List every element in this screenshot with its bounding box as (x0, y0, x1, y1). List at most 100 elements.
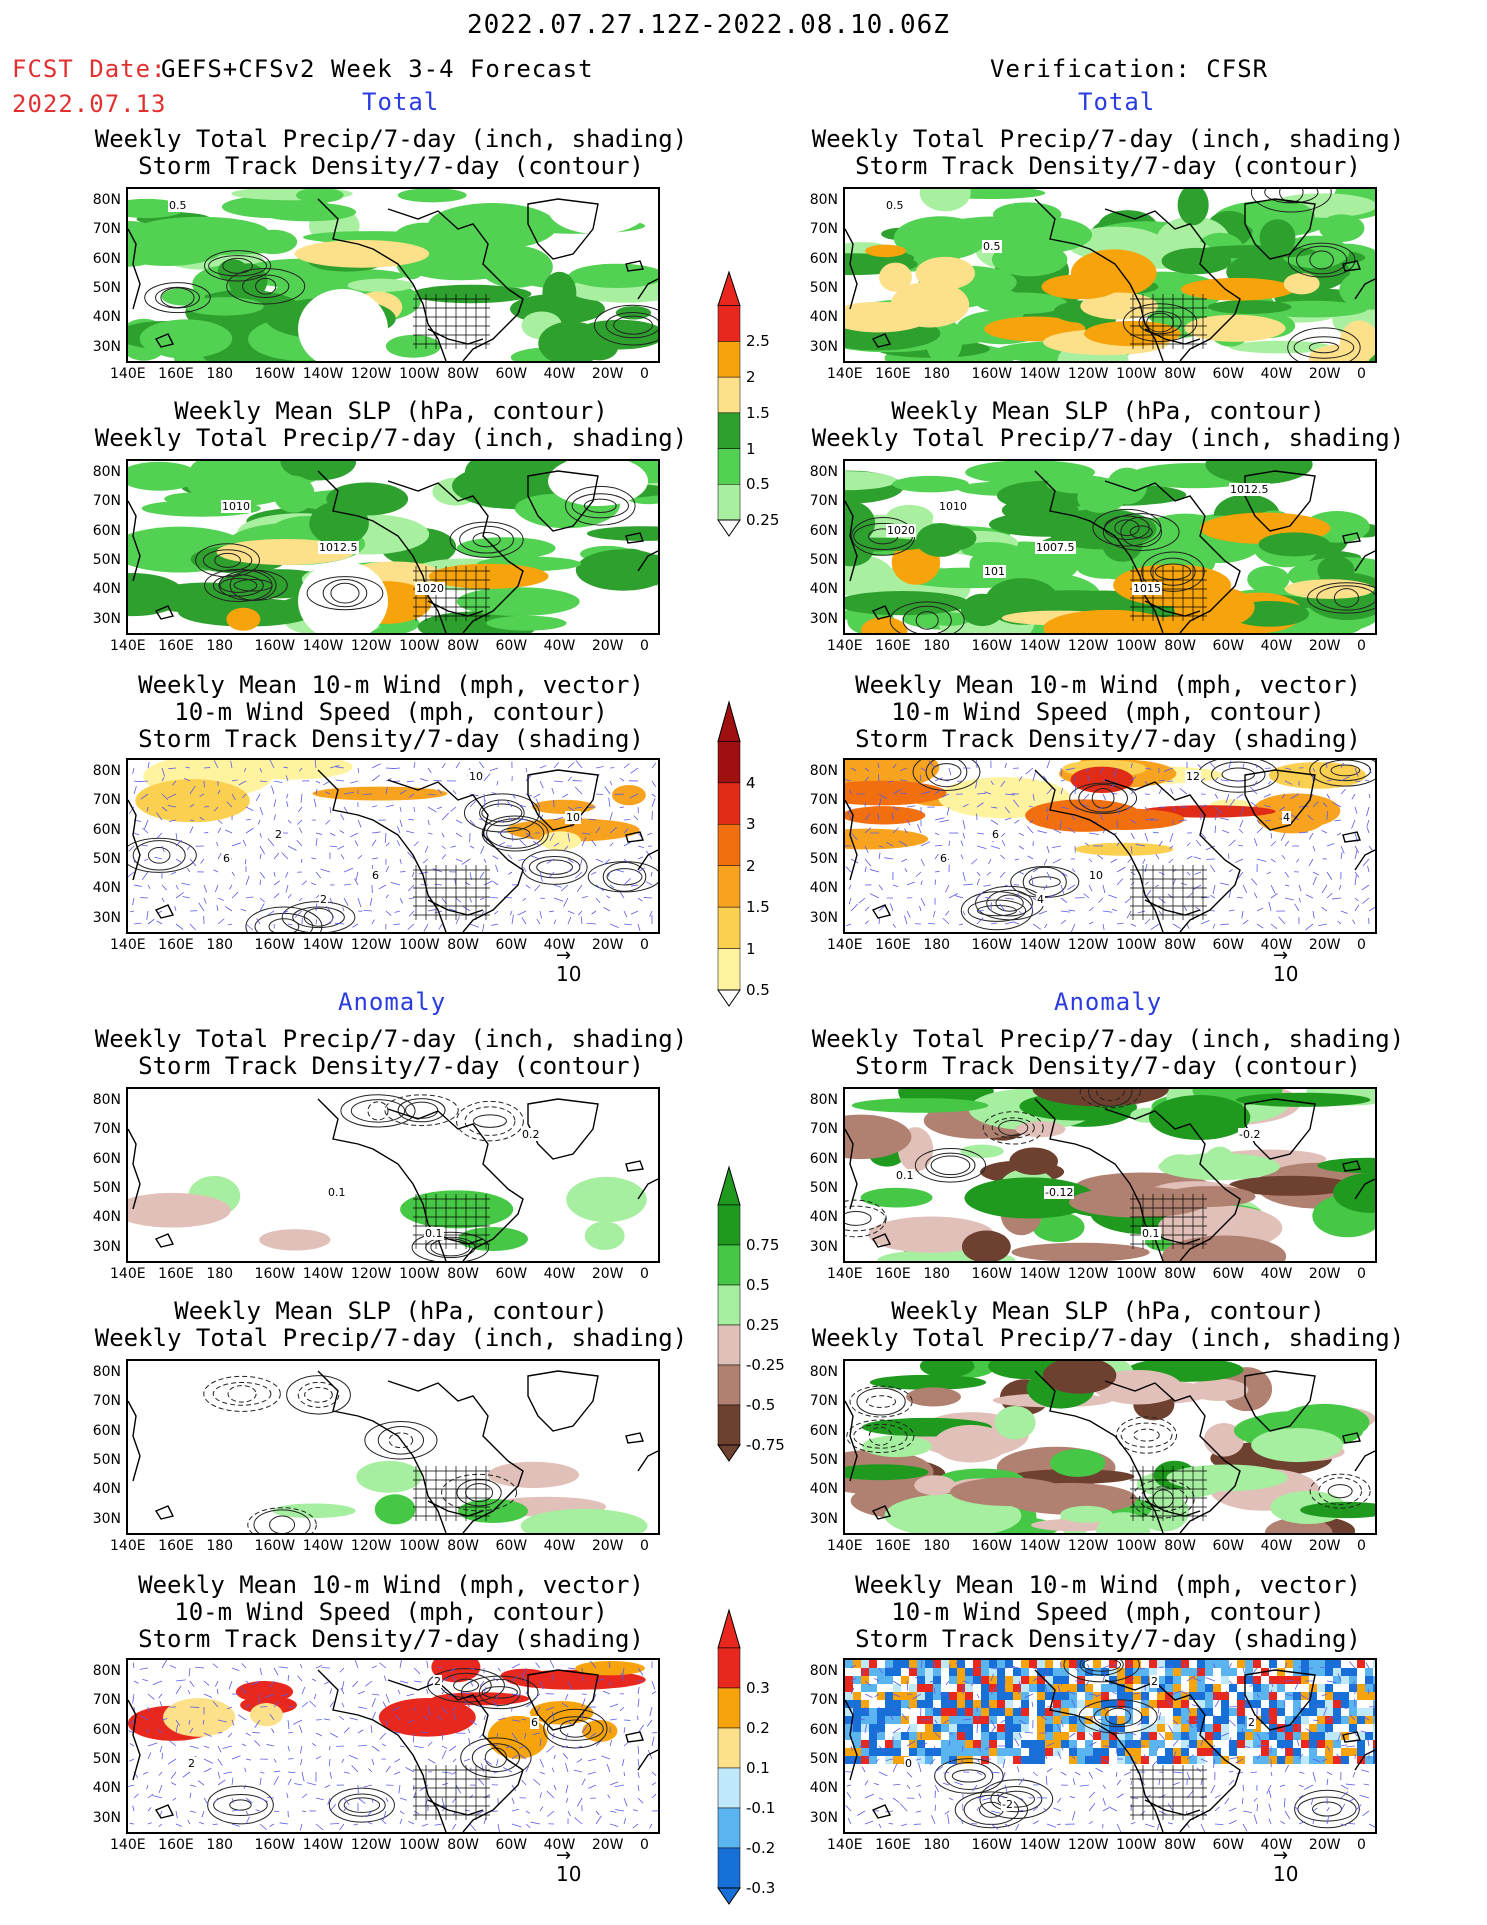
contour-label: 0.1 (424, 1227, 444, 1240)
colorbar-label: 3 (746, 815, 756, 834)
contour-label: 0.1 (1141, 1227, 1161, 1240)
colorbar-swatch (717, 341, 741, 378)
lat-label: 50N (809, 279, 838, 296)
map-plot (845, 461, 1375, 633)
colorbar-label: 0.3 (746, 1679, 770, 1697)
lon-label: 120W (350, 937, 392, 953)
panel-title-left-1-line1: Weekly Total Precip/7-day (inch, shading… (94, 125, 688, 153)
lon-label: 120W (1067, 638, 1109, 654)
lat-label: 40N (809, 581, 838, 598)
lat-label: 50N (92, 850, 121, 867)
lon-label: 40W (1260, 1538, 1293, 1554)
lat-label: 60N (92, 821, 121, 838)
lat-label: 80N (809, 763, 838, 779)
lat-label: 60N (809, 1422, 838, 1439)
contour-label: 2 (187, 1757, 196, 1770)
map-panel-right-3: 6 10 12 4 6 4 (843, 758, 1377, 934)
lon-label: 140E (110, 937, 146, 953)
lon-label: 20W (591, 1538, 624, 1554)
lon-label: 140E (827, 638, 863, 654)
lat-label: 70N (809, 792, 838, 809)
lon-label: 0 (640, 366, 649, 382)
contour-label: 6 (371, 869, 380, 882)
contour-label: 0.1 (895, 1169, 915, 1182)
colorbar-label: 2 (746, 368, 756, 387)
panel-title-left-5-line1: Weekly Mean SLP (hPa, contour) (174, 1297, 608, 1325)
colorbar-label: 1 (746, 439, 756, 458)
lon-label: 120W (350, 1837, 392, 1853)
lon-label: 20W (591, 937, 624, 953)
lon-label: 100W (1116, 1837, 1157, 1853)
lon-label: 140W (302, 1538, 344, 1554)
panel-title-right-5-line1: Weekly Mean SLP (hPa, contour) (891, 1297, 1325, 1325)
lon-label: 20W (591, 1837, 624, 1853)
colorbar-swatch (717, 1647, 741, 1689)
contour-label: 0.5 (982, 240, 1002, 253)
lon-label: 60W (495, 937, 528, 953)
colorbar-label: 0.5 (746, 981, 770, 999)
lat-label: 70N (92, 792, 121, 809)
panel-title-right-5-line2: Weekly Total Precip/7-day (inch, shading… (811, 1324, 1405, 1352)
lat-label: 50N (92, 1179, 121, 1196)
lon-label: 180 (923, 638, 951, 654)
lon-label: 180 (206, 1266, 234, 1282)
colorbar-label: 0.5 (746, 1276, 770, 1294)
contour-label: -2 (1001, 1798, 1014, 1811)
lon-label: 60W (1212, 1266, 1245, 1282)
contour-label: 10 (468, 770, 484, 783)
colorbar-swatch (717, 824, 741, 866)
contour-label: 10 (565, 811, 581, 824)
lat-label: 80N (809, 192, 838, 208)
contour-label: 1020 (415, 582, 445, 595)
colorbar-label: 0.25 (746, 511, 780, 529)
section-anomaly-left: Anomaly (338, 988, 447, 1016)
lat-label: 30N (809, 1510, 838, 1527)
contour-label: 0.1 (327, 1186, 347, 1199)
panel-title-left-5-line2: Weekly Total Precip/7-day (inch, shading… (94, 1324, 688, 1352)
lon-label: 0 (640, 1538, 649, 1554)
lon-label: 100W (1116, 1538, 1157, 1554)
lat-label: 60N (809, 522, 838, 539)
map-panel-left-2: 1010 1012.5 1020 (126, 459, 660, 635)
colorbar-swatch (717, 1244, 741, 1286)
lon-label: 140E (110, 1266, 146, 1282)
lon-label: 40W (543, 366, 576, 382)
lon-label: 60W (495, 1837, 528, 1853)
lon-label: 40W (1260, 638, 1293, 654)
lon-label: 140E (110, 638, 146, 654)
map-plot (845, 1361, 1375, 1533)
lat-label: 80N (92, 763, 121, 779)
lat-label: 40N (809, 309, 838, 326)
colorbar-label: 1.5 (746, 898, 770, 917)
page-title: 2022.07.27.12Z-2022.08.10.06Z (467, 10, 950, 40)
lon-label: 160W (971, 1266, 1013, 1282)
lat-label: 30N (809, 1238, 838, 1255)
lon-label: 140E (827, 1266, 863, 1282)
lon-label: 140E (110, 1837, 146, 1853)
lon-label: 0 (1357, 1538, 1366, 1554)
contour-label: 6 (530, 1716, 539, 1729)
lon-label: 0 (640, 1837, 649, 1853)
map-panel-right-5 (843, 1359, 1377, 1535)
vector-reference-value: 10 (1273, 1862, 1299, 1886)
lon-label: 180 (206, 638, 234, 654)
lat-label: 50N (809, 1451, 838, 1468)
panel-title-left-6-line3: Storm Track Density/7-day (shading) (138, 1625, 644, 1653)
lon-label: 80W (1164, 1266, 1196, 1282)
colorbar-swatch (717, 741, 741, 784)
lon-label: 40W (543, 1837, 576, 1853)
lon-label: 120W (1067, 1538, 1109, 1554)
map-panel-left-1: 0.5 (126, 187, 660, 363)
lon-label: 160W (254, 1538, 296, 1554)
lon-label: 20W (1308, 937, 1341, 953)
lat-label: 80N (92, 1092, 121, 1108)
contour-label: -0.12 (1044, 1186, 1075, 1199)
contour-label: 1012.5 (1229, 483, 1270, 496)
colorbar-label: 1 (746, 939, 756, 958)
panel-title-right-6-line2: 10-m Wind Speed (mph, contour) (891, 1598, 1325, 1626)
lon-label: 160E (158, 1538, 194, 1554)
lon-label: 60W (495, 366, 528, 382)
lat-label: 50N (92, 551, 121, 568)
colorbar-swatch (717, 906, 741, 949)
lon-label: 140W (302, 638, 344, 654)
